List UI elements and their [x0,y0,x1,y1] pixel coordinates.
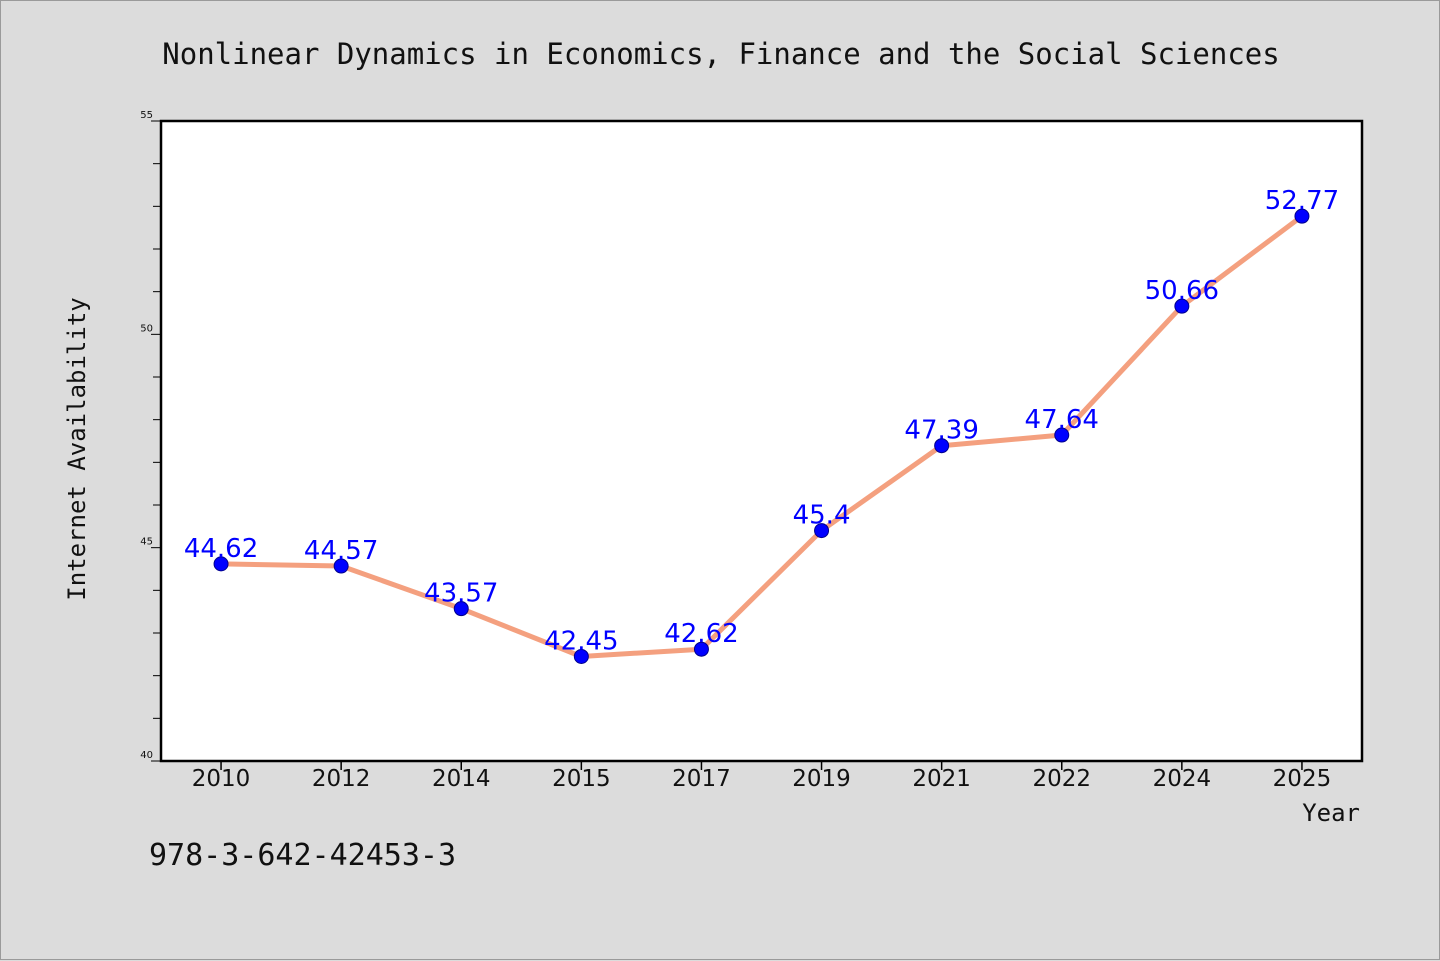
data-label: 45.4 [793,501,851,531]
data-point [1294,208,1310,224]
x-axis-label: Year [1302,799,1360,827]
data-point [1054,427,1070,443]
series-markers [213,208,1310,664]
data-label: 50.66 [1145,276,1219,306]
x-tick-label: 2024 [1153,766,1212,792]
data-point [934,438,950,454]
data-label: 52.77 [1265,186,1339,216]
x-tick-label: 2019 [792,766,851,792]
data-point [213,556,229,572]
x-tick-label: 2017 [672,766,731,792]
y-tick-label: 55 [140,110,153,121]
data-point [453,601,469,617]
x-tick-label: 2015 [552,766,611,792]
chart-title: Nonlinear Dynamics in Economics, Finance… [162,37,1279,71]
data-label: 44.57 [304,536,378,566]
x-tick-label: 2025 [1273,766,1332,792]
y-tick-label: 40 [140,750,153,761]
data-point [333,558,349,574]
y-axis: 40 45 50 55 [140,110,161,762]
x-tick-label: 2012 [312,766,371,792]
y-tick-label: 50 [140,323,153,334]
x-axis: 2010 2012 2014 2015 2017 2019 2021 2022 2024 2025 [192,761,1331,792]
data-point [693,641,709,657]
data-point [1174,298,1190,314]
plot-area [159,119,1364,763]
data-label: 42.45 [544,626,618,656]
x-tick-label: 2022 [1032,766,1091,792]
data-label: 44.62 [184,534,258,564]
y-axis-label: Internet Availability [63,297,91,600]
data-label: 47.64 [1025,405,1099,435]
data-label: 42.62 [664,619,738,649]
x-tick-label: 2021 [912,766,971,792]
isbn-text: 978-3-642-42453-3 [149,838,456,873]
y-tick-label: 45 [140,537,153,548]
data-label: 43.57 [424,579,498,609]
data-point [573,648,589,664]
data-labels: 44.62 44.57 43.57 42.45 42.62 45.4 47.39 47.64 5… [184,186,1339,656]
data-point [814,523,830,539]
series-line [221,214,1304,659]
x-tick-label: 2014 [432,766,491,792]
x-tick-label: 2010 [192,766,251,792]
data-label: 47.39 [904,416,978,446]
